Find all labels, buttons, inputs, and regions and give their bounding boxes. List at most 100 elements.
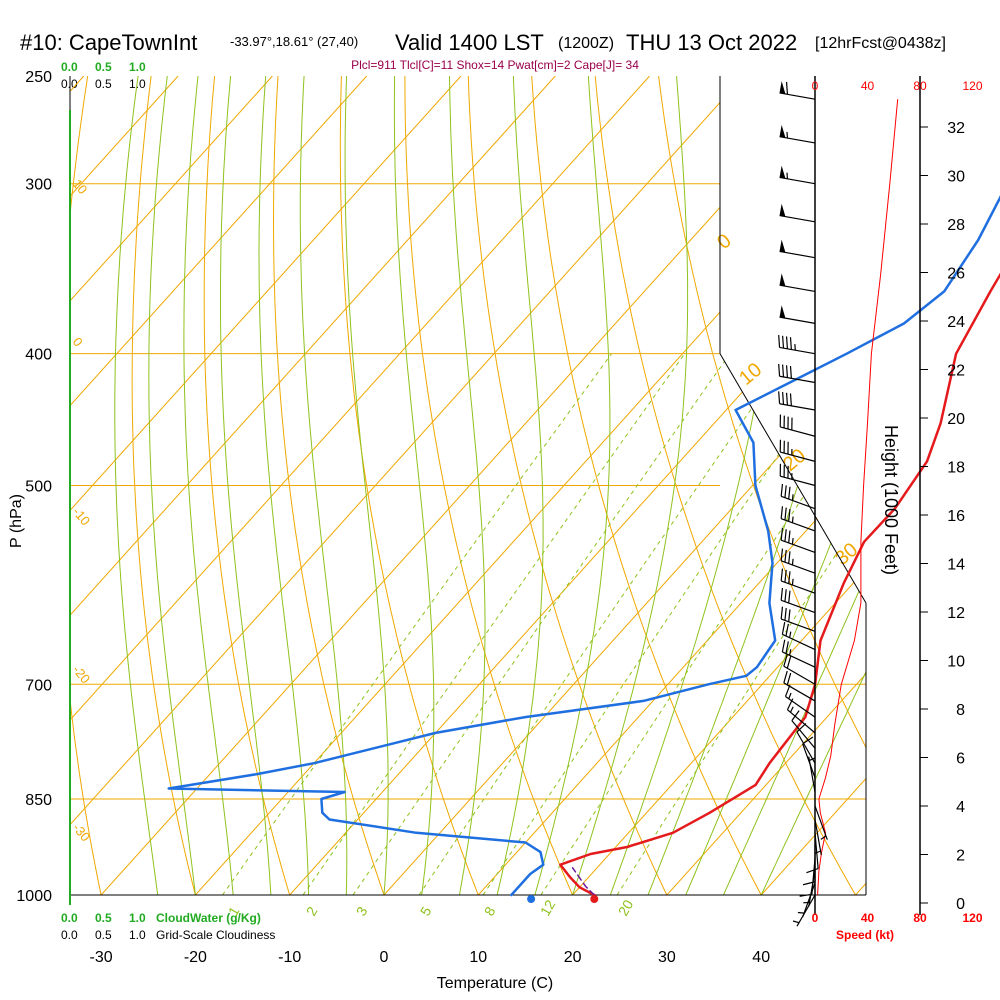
moist-adiabat (723, 76, 866, 895)
wind-barb (791, 710, 816, 749)
isotherm-line (70, 76, 368, 895)
barb-staff (783, 665, 816, 685)
valid-time: Valid 1400 LST (395, 30, 544, 55)
barb-half (814, 850, 821, 855)
isotherm-line (289, 76, 866, 895)
moist-adiabat (393, 76, 435, 895)
moist-adiabat-label: 0 (713, 230, 736, 254)
wind-barb (814, 819, 822, 856)
dry-adiabat (655, 76, 866, 895)
dry-adiabat (843, 76, 866, 895)
mixing-ratio-label: 3 (353, 904, 371, 919)
wind-barb (779, 81, 816, 100)
wind-barb (778, 391, 816, 411)
top-cloudiness-ticks: 0.0 0.5 1.0 (61, 77, 146, 91)
moist-adiabat (148, 76, 196, 895)
station-coords: -33.97°,18.61° (27,40) (230, 34, 358, 49)
barb-half (791, 516, 794, 523)
cw-tick-2: 1.0 (129, 60, 146, 74)
barb-full (799, 893, 812, 897)
isotherm-line (70, 76, 273, 895)
temperature-line (559, 272, 1000, 897)
speed-top-tick: 120 (962, 79, 982, 93)
utc-time: (1200Z) (558, 35, 614, 52)
barb-staff (782, 633, 816, 651)
speed-top-tick: 0 (812, 79, 819, 93)
wind-barb (814, 805, 828, 840)
barb-staff (808, 756, 816, 793)
bottom-cloudwater-legend: 0.0 0.5 1.0 CloudWater (g/Kg) (61, 911, 261, 925)
barb-full (802, 736, 814, 745)
dry-adiabat (272, 76, 395, 895)
speed-top-tick: 40 (861, 79, 875, 93)
dry-adiabat-label: -20 (70, 662, 94, 686)
barb-full (783, 670, 788, 684)
barb-staff (779, 403, 816, 411)
barb-staff (780, 495, 816, 510)
dewpoint-line (167, 195, 1000, 897)
surface-temperature-point (590, 895, 599, 903)
speed-bottom-tick: 40 (861, 911, 875, 925)
barb-full (780, 587, 784, 601)
sounding-series (167, 195, 1000, 903)
barb-staff (787, 709, 816, 734)
barb-half (792, 920, 800, 924)
barb-staff (779, 316, 816, 324)
barb-half (797, 911, 805, 914)
height-tick-label: 2 (956, 848, 965, 865)
barb-staff (779, 92, 816, 100)
dry-adiabat (339, 76, 491, 895)
isotherm-line (100, 76, 839, 895)
barb-full (784, 569, 787, 583)
top-cloudwater-ticks: 0.0 0.5 1.0 (61, 60, 146, 74)
barb-staff (796, 731, 816, 764)
barb-full (789, 365, 792, 379)
mixing-ratio-line (352, 353, 731, 895)
cw-bottom-tick-0: 0.0 (61, 911, 78, 925)
barb-half (791, 578, 794, 586)
barb-full (784, 549, 787, 563)
wind-barb (779, 124, 816, 144)
wind-barb (779, 305, 816, 324)
barb-staff (779, 214, 816, 223)
height-tick-label: 24 (947, 314, 965, 331)
barb-staff (780, 560, 816, 574)
wind-barb (780, 568, 816, 594)
mixing-ratio-label: 8 (481, 904, 499, 919)
parcel-line (571, 867, 596, 896)
dry-adiabat (203, 76, 300, 895)
barb-full (785, 336, 789, 349)
cw-tick-0: 0.0 (61, 60, 78, 74)
mixing-ratio-line (482, 353, 848, 895)
barb-half (789, 631, 792, 638)
x-tick-label: 10 (469, 949, 487, 966)
barb-pennant (779, 124, 786, 138)
cl-bottom-tick-1: 0.5 (95, 928, 112, 942)
wind-barb (797, 882, 816, 918)
barb-staff (779, 346, 816, 355)
barb-staff (796, 894, 816, 927)
barb-pennant (779, 165, 786, 179)
height-tick-label: 6 (956, 751, 965, 768)
wind-barb (779, 203, 816, 223)
height-tick-label: 28 (947, 217, 965, 234)
barb-half (789, 706, 794, 713)
p-tick-label: 850 (25, 792, 52, 809)
sounding-indices: Plcl=911 Tlcl[C]=11 Shox=14 Pwat[cm]=2 C… (351, 58, 639, 72)
wind-barb (780, 483, 816, 510)
mixing-ratio-label: 5 (417, 904, 435, 919)
height-tick-label: 0 (956, 896, 965, 913)
height-tick-label: 32 (947, 120, 965, 137)
barb-half (809, 757, 816, 762)
wind-speed-profile (817, 99, 899, 896)
x-tick-label: -30 (90, 949, 113, 966)
barb-full (781, 622, 786, 635)
height-tick-label: 8 (956, 702, 965, 719)
x-tick-label: 0 (380, 949, 389, 966)
barb-full (789, 337, 792, 350)
cl-bottom-tick-2: 1.0 (129, 928, 146, 942)
barb-staff (780, 475, 816, 487)
barb-staff (780, 580, 816, 594)
axes: -30 -20 -10 0 10 20 30 402503004005007008501000… (16, 69, 965, 966)
mixing-ratio-line (302, 353, 686, 895)
